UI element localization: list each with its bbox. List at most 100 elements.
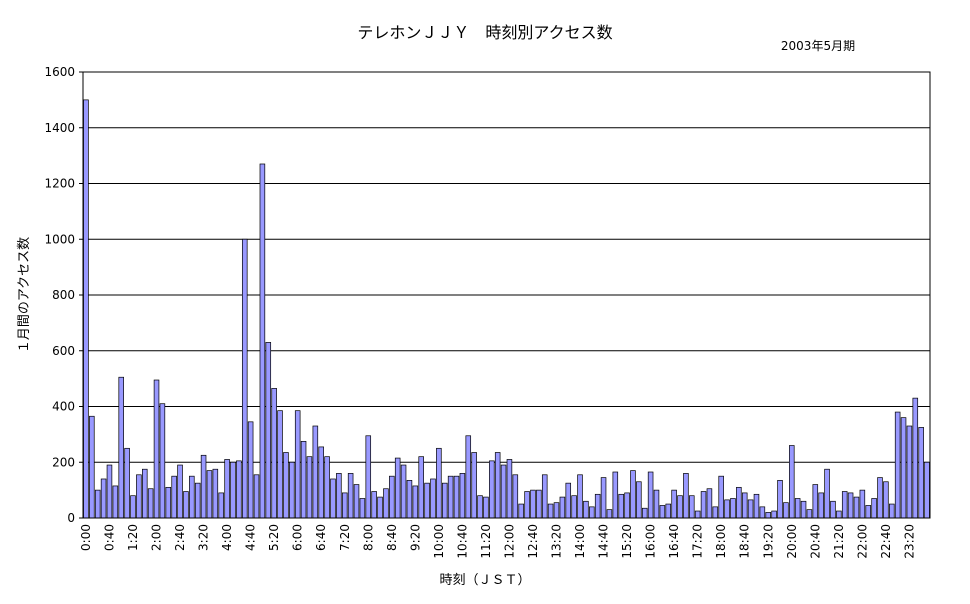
bar	[224, 459, 230, 519]
bar	[730, 498, 736, 519]
bars	[83, 99, 930, 519]
bar	[524, 491, 530, 519]
bar	[777, 480, 783, 519]
bar	[600, 477, 607, 519]
bar	[236, 460, 242, 519]
y-tick-label: 0	[67, 511, 75, 525]
x-tick-label: 15:20	[620, 524, 634, 559]
x-tick-label: 23:20	[902, 524, 916, 559]
x-tick-label: 11:20	[479, 524, 493, 559]
bar	[724, 499, 730, 519]
x-tick-label: 12:40	[526, 524, 540, 559]
bar	[441, 482, 448, 519]
bar	[271, 388, 277, 519]
bar	[136, 474, 142, 519]
x-tick-label: 16:40	[667, 524, 681, 559]
x-tick-label: 14:40	[597, 524, 611, 559]
bar	[206, 470, 213, 519]
bar	[512, 474, 519, 519]
bar	[171, 475, 177, 519]
bar	[665, 503, 672, 519]
x-tick-label: 18:00	[714, 524, 728, 559]
bar	[706, 488, 713, 519]
bar	[241, 238, 248, 519]
bar	[371, 491, 377, 519]
bar	[265, 342, 272, 519]
bar	[859, 489, 866, 519]
bar	[800, 500, 807, 519]
bar	[689, 495, 695, 519]
bar	[177, 464, 183, 519]
bar	[424, 482, 430, 519]
bar	[541, 474, 548, 519]
y-axis-ticks: 0 200 400 600 800 1000 1200 1400 1600	[44, 65, 83, 525]
bar	[212, 468, 219, 519]
x-tick-label: 10:40	[455, 524, 469, 559]
grid-lines	[83, 127, 930, 463]
bar	[277, 410, 283, 519]
bar	[877, 477, 883, 519]
bar	[142, 468, 148, 519]
bar	[659, 505, 666, 519]
bar	[400, 464, 407, 519]
bar	[289, 461, 295, 519]
bar	[847, 492, 854, 519]
bar	[683, 473, 689, 519]
bar	[559, 496, 566, 519]
bar	[806, 509, 813, 519]
x-axis-label: 時刻（ＪＳＴ）	[439, 573, 530, 588]
bar	[130, 495, 136, 519]
bar	[653, 489, 660, 519]
bar	[836, 510, 842, 519]
bar	[577, 474, 583, 519]
y-tick-label: 1200	[44, 177, 75, 191]
bar	[247, 421, 254, 519]
bar	[112, 485, 119, 519]
bar	[694, 510, 701, 519]
bar	[883, 481, 889, 519]
bar	[530, 489, 536, 519]
bar	[477, 495, 483, 519]
bar	[318, 446, 324, 519]
bar	[606, 509, 613, 519]
bar	[347, 473, 354, 519]
bar	[894, 411, 901, 519]
bar	[753, 493, 760, 519]
bar	[853, 496, 860, 519]
bar	[124, 447, 130, 519]
bar	[736, 486, 742, 519]
x-tick-label: 9:20	[408, 524, 422, 551]
bar	[471, 452, 477, 519]
bar	[341, 492, 348, 519]
bar	[159, 403, 166, 519]
x-tick-label: 0:40	[102, 524, 116, 551]
x-tick-label: 5:20	[267, 524, 281, 551]
bar	[818, 492, 824, 519]
bar	[759, 506, 766, 519]
x-tick-label: 6:00	[291, 524, 305, 551]
bar	[259, 163, 266, 519]
x-tick-label: 19:20	[761, 524, 775, 559]
x-tick-label: 8:00	[361, 524, 375, 551]
bar	[741, 492, 748, 519]
bar	[489, 460, 495, 519]
bar	[147, 488, 154, 519]
x-tick-label: 14:00	[573, 524, 587, 559]
bar	[700, 491, 707, 519]
x-tick-label: 21:20	[832, 524, 846, 559]
bar	[865, 505, 872, 519]
bar	[718, 475, 724, 519]
bar	[253, 474, 260, 519]
bar	[418, 456, 424, 519]
bar	[377, 496, 383, 519]
bar	[824, 468, 830, 519]
bar	[89, 415, 95, 519]
bar	[518, 503, 524, 519]
y-tick-label: 600	[52, 344, 75, 358]
x-tick-label: 1:20	[126, 524, 140, 551]
bar	[506, 459, 513, 519]
y-tick-label: 1400	[44, 121, 75, 135]
x-tick-label: 22:40	[879, 524, 893, 559]
bar	[194, 482, 201, 519]
x-tick-label: 20:00	[785, 524, 799, 559]
